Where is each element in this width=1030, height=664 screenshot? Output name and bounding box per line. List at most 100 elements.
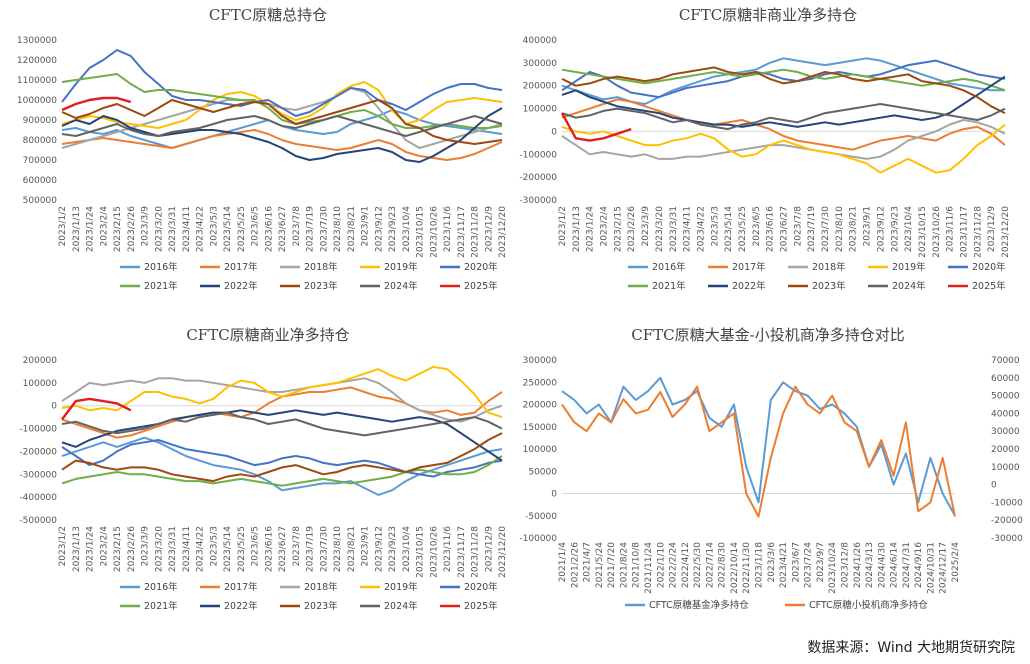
legend-label: 2024年 — [892, 280, 926, 292]
x-tick-label: 2021/1/4 — [558, 542, 568, 583]
legend-label: 2022年 — [224, 280, 258, 292]
legend-label: 2024年 — [384, 600, 418, 612]
series-line-2 — [561, 385, 956, 518]
chart-title: CFTC原糖总持仓 — [209, 6, 327, 24]
series-line-6 — [561, 68, 1006, 92]
x-tick-label: 2023/1/2 — [58, 206, 68, 246]
x-tick-label: 2023/12/20 — [498, 206, 508, 258]
x-tick-label: 2023/12/9 — [987, 206, 997, 252]
legend-label: 2020年 — [464, 581, 498, 593]
legend-label: 2021年 — [144, 280, 178, 292]
y-tick-label: 100000 — [523, 445, 558, 455]
x-tick-label: 2023/12/9 — [484, 526, 494, 572]
x-tick-label: 2024/4/30 — [877, 542, 887, 588]
x-tick-label: 2023/2/4 — [99, 526, 109, 567]
legend-label: 2025年 — [464, 280, 498, 292]
x-tick-label: 2023/2/4 — [600, 206, 610, 247]
y2-tick-label: 30000 — [991, 427, 1020, 437]
legend-label: 2021年 — [144, 600, 178, 612]
legend-label: 2018年 — [304, 581, 338, 593]
legend-label: 2019年 — [384, 261, 418, 273]
legend-label: 2017年 — [732, 261, 766, 273]
legend-label: 2017年 — [224, 581, 258, 593]
x-tick-label: 2023/11/17 — [959, 206, 969, 258]
x-tick-label: 2023/1/24 — [586, 206, 596, 252]
x-tick-label: 2023/7/30 — [319, 206, 329, 252]
y-tick-label: 700000 — [23, 156, 58, 166]
x-tick-label: 2022/4/12 — [681, 542, 691, 588]
series-line-4 — [561, 123, 1006, 174]
x-tick-label: 2023/8/10 — [333, 526, 343, 572]
x-tick-label: 2023/9/1 — [863, 206, 873, 246]
legend-label: 2021年 — [652, 280, 686, 292]
x-tick-label: 2023/10/4 — [904, 206, 914, 252]
series-line-3 — [61, 377, 503, 423]
x-tick-label: 2023/11/6 — [443, 526, 453, 572]
y-tick-label: 0 — [551, 127, 557, 137]
x-tick-label: 2023/5/14 — [724, 206, 734, 252]
x-tick-label: 2023/12/9 — [484, 206, 494, 252]
legend-label: 2016年 — [144, 261, 178, 273]
series-line-7 — [561, 75, 1006, 128]
legend-label: 2025年 — [464, 600, 498, 612]
legend-label: 2018年 — [812, 261, 846, 273]
y-tick-label: 900000 — [23, 116, 58, 126]
series-line-10 — [560, 112, 632, 142]
x-tick-label: 2023/12/20 — [1001, 206, 1011, 258]
y-tick-label: 50000 — [528, 467, 557, 477]
x-tick-label: 2023/3/9 — [641, 206, 651, 247]
x-tick-label: 2022/8/30 — [718, 542, 728, 588]
legend-label: 2025年 — [972, 280, 1006, 292]
x-tick-label: 2023/11/6 — [443, 206, 453, 252]
x-tick-label: 2024/6/14 — [890, 542, 900, 588]
x-tick-label: 2023/1/2 — [558, 206, 568, 246]
y-tick-label: 0 — [51, 402, 57, 412]
x-tick-label: 2023/8/21 — [347, 206, 357, 252]
y2-tick-label: 40000 — [991, 409, 1020, 419]
x-tick-label: 2023/7/8 — [292, 526, 302, 567]
legend-label: 2023年 — [812, 280, 846, 292]
y-tick-label: 1300000 — [17, 36, 57, 46]
x-tick-label: 2023/6/27 — [278, 206, 288, 252]
x-tick-label: 2021/11/24 — [644, 542, 654, 594]
y2-tick-label: -10000 — [991, 498, 1023, 508]
series-line-5 — [61, 49, 503, 117]
x-tick-label: 2023/7/24 — [804, 542, 814, 588]
x-tick-label: 2023/7/19 — [306, 526, 316, 572]
legend-label: 2016年 — [144, 581, 178, 593]
series-line-3 — [561, 119, 1006, 160]
legend-label: 2020年 — [972, 261, 1006, 273]
x-tick-label: 2023/9/7 — [816, 542, 826, 582]
x-tick-label: 2024/3/13 — [865, 542, 875, 588]
x-tick-label: 2023/6/5 — [251, 206, 261, 246]
x-tick-label: 2023/4/22 — [196, 526, 206, 572]
y-tick-label: -500000 — [19, 516, 57, 526]
y-tick-label: 100000 — [523, 105, 558, 115]
x-tick-label: 2023/2/15 — [113, 526, 123, 572]
legend-label: 2022年 — [224, 600, 258, 612]
chart-panels: CFTC原糖总持仓1300000120000011000001000000900… — [17, 6, 1023, 612]
x-tick-label: 2022/10/14 — [730, 542, 740, 594]
x-tick-label: 2023/8/21 — [347, 526, 357, 572]
legend-label: 2019年 — [892, 261, 926, 273]
x-tick-label: 2023/1/2 — [58, 526, 68, 566]
x-tick-label: 2023/3/31 — [168, 206, 178, 252]
x-tick-label: 2025/2/4 — [951, 542, 961, 583]
legend-label: 2017年 — [224, 261, 258, 273]
y-tick-label: -100000 — [19, 425, 57, 435]
x-tick-label: 2023/11/6 — [946, 206, 956, 252]
x-tick-label: 2022/11/30 — [742, 542, 752, 594]
x-tick-label: 2023/7/19 — [807, 206, 817, 252]
x-tick-label: 2023/9/1 — [361, 526, 371, 566]
x-tick-label: 2023/10/26 — [429, 206, 439, 258]
y-tick-label: 0 — [551, 490, 557, 500]
y2-tick-label: 10000 — [991, 463, 1020, 473]
series-line-4 — [61, 365, 503, 419]
series-line-9 — [61, 411, 503, 437]
chart-panel-3: CFTC原糖商业净多持仓 200000 100000 0 -100000 -200000 -… — [19, 326, 508, 612]
series-line-1 — [561, 376, 956, 517]
legend-label: 2022年 — [732, 280, 766, 292]
series-line-9 — [561, 103, 1006, 131]
x-tick-label: 2023/1/24 — [86, 206, 96, 252]
